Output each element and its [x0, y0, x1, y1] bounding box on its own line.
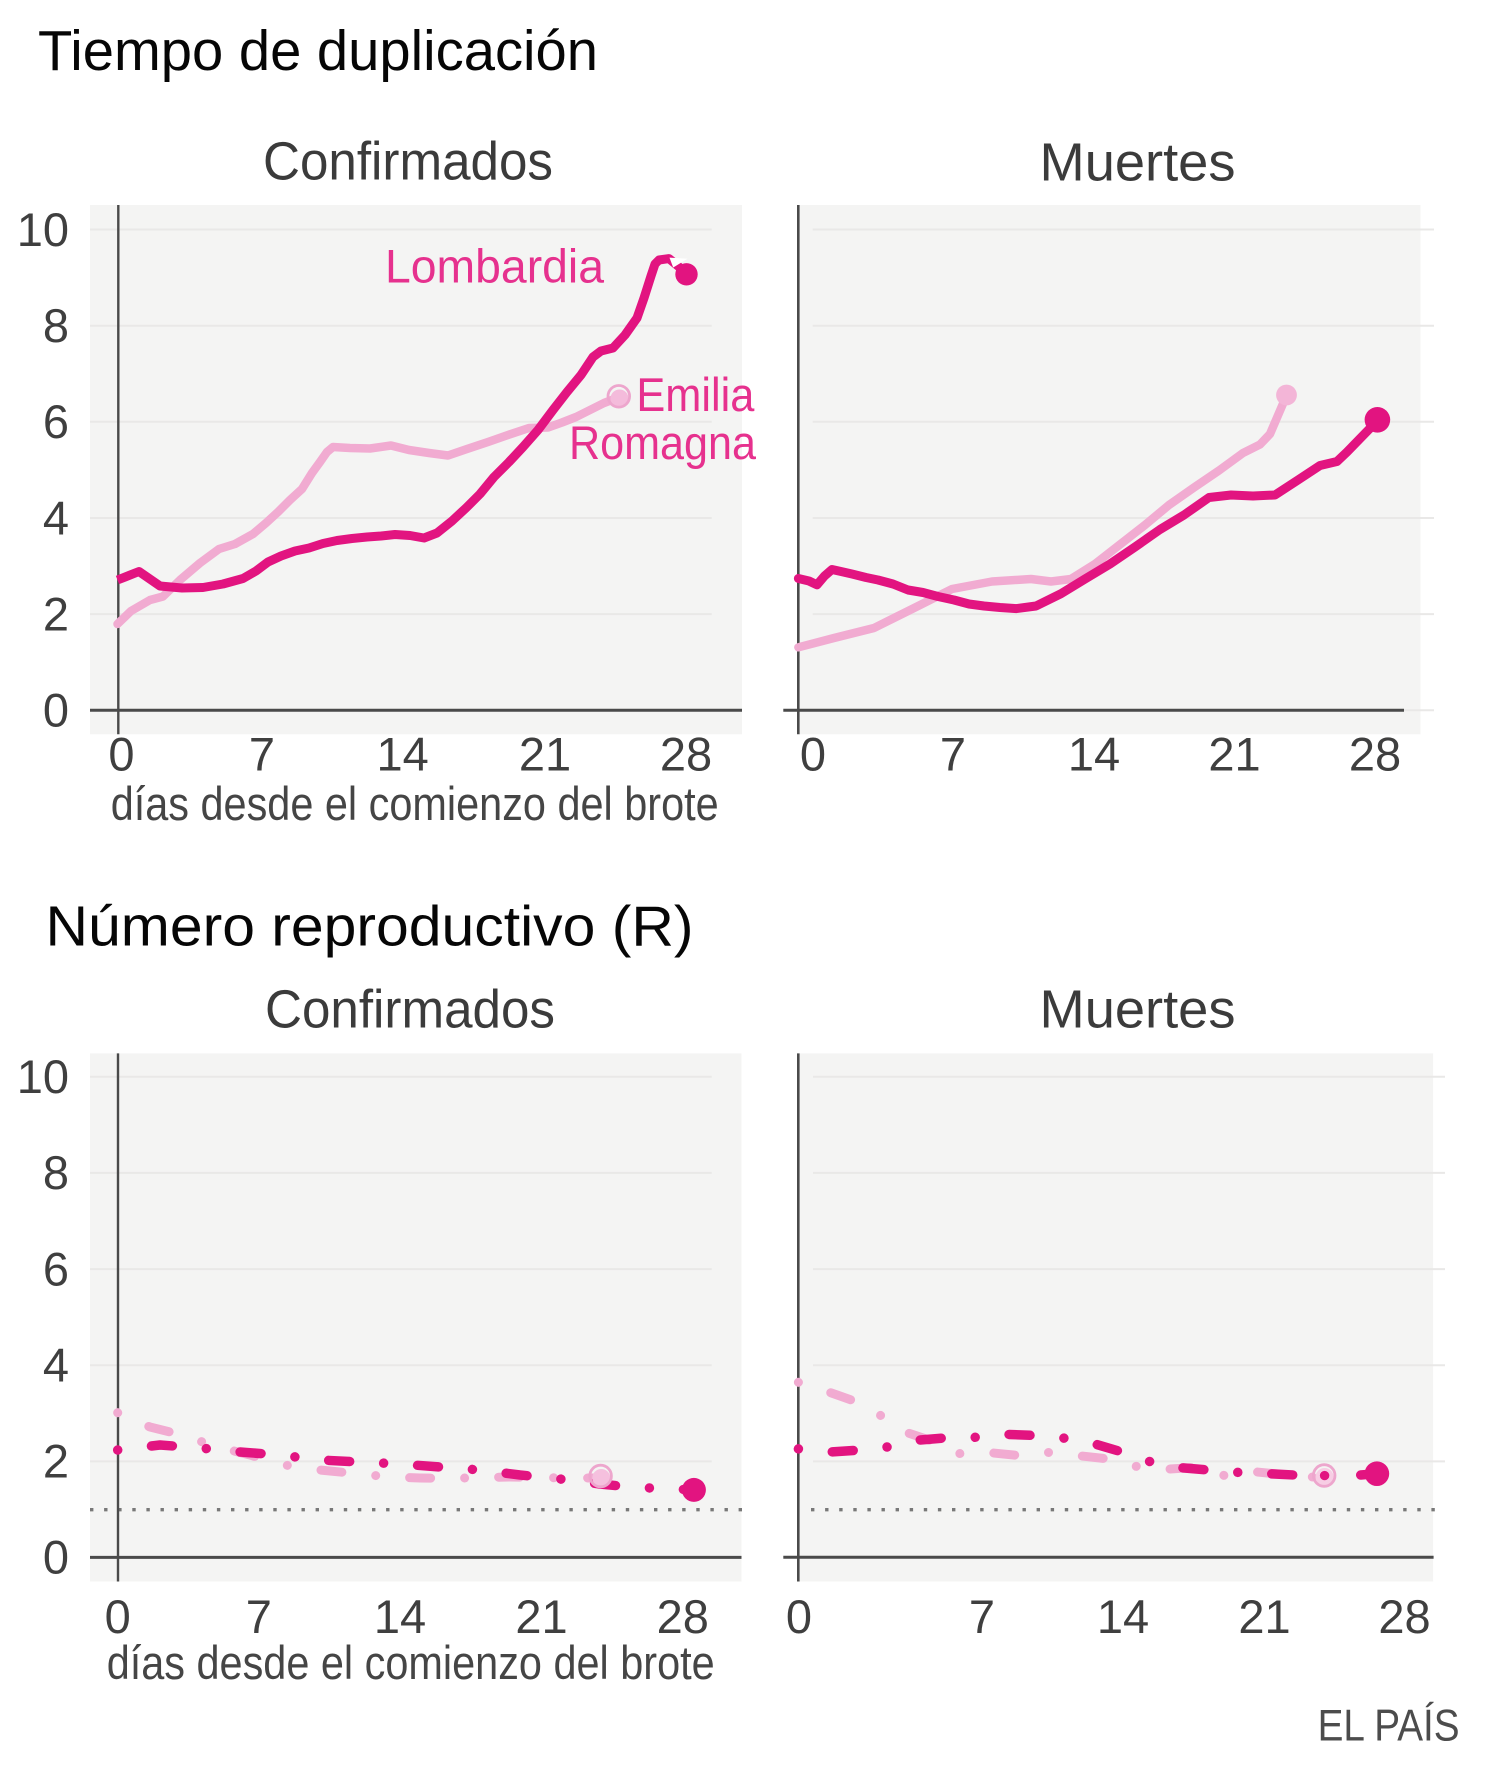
svg-text:Romagna: Romagna: [569, 416, 757, 469]
svg-text:Lombardia: Lombardia: [385, 240, 605, 293]
svg-text:0: 0: [800, 728, 826, 781]
svg-text:8: 8: [43, 1146, 69, 1199]
svg-text:0: 0: [43, 684, 69, 737]
svg-text:días desde el comienzo del bro: días desde el comienzo del brote: [111, 777, 719, 830]
svg-text:14: 14: [1068, 728, 1120, 781]
svg-text:Tiempo de duplicación: Tiempo de duplicación: [38, 19, 598, 83]
svg-text:0: 0: [108, 728, 134, 781]
svg-text:4: 4: [43, 491, 69, 544]
svg-text:0: 0: [43, 1531, 69, 1584]
svg-text:14: 14: [374, 1590, 426, 1643]
svg-text:7: 7: [940, 728, 966, 781]
svg-text:10: 10: [17, 203, 69, 256]
svg-text:28: 28: [657, 1590, 709, 1643]
svg-text:Muertes: Muertes: [1040, 979, 1236, 1039]
svg-text:0: 0: [105, 1590, 131, 1643]
svg-text:Confirmados: Confirmados: [265, 979, 555, 1039]
svg-text:6: 6: [43, 1242, 69, 1295]
svg-text:28: 28: [660, 728, 712, 781]
svg-text:2: 2: [43, 587, 69, 640]
svg-text:Confirmados: Confirmados: [263, 132, 553, 192]
svg-text:21: 21: [519, 728, 571, 781]
svg-text:21: 21: [1208, 728, 1260, 781]
svg-text:21: 21: [515, 1590, 567, 1643]
svg-text:Emilia: Emilia: [636, 368, 755, 421]
svg-text:Número reproductivo (R): Número reproductivo (R): [46, 895, 694, 959]
svg-text:0: 0: [786, 1590, 812, 1643]
svg-text:7: 7: [249, 728, 275, 781]
svg-text:días desde el comienzo del bro: días desde el comienzo del brote: [107, 1636, 715, 1689]
svg-text:6: 6: [43, 395, 69, 448]
svg-text:21: 21: [1238, 1590, 1290, 1643]
svg-text:EL PAÍS: EL PAÍS: [1318, 1701, 1460, 1750]
svg-text:8: 8: [43, 299, 69, 352]
svg-text:7: 7: [969, 1590, 995, 1643]
svg-text:4: 4: [43, 1339, 69, 1392]
svg-text:28: 28: [1378, 1590, 1430, 1643]
svg-text:14: 14: [1097, 1590, 1149, 1643]
svg-text:Muertes: Muertes: [1040, 132, 1236, 192]
svg-text:10: 10: [17, 1050, 69, 1103]
svg-text:14: 14: [376, 728, 428, 781]
svg-text:7: 7: [246, 1590, 272, 1643]
svg-text:28: 28: [1349, 728, 1401, 781]
svg-text:2: 2: [43, 1435, 69, 1488]
